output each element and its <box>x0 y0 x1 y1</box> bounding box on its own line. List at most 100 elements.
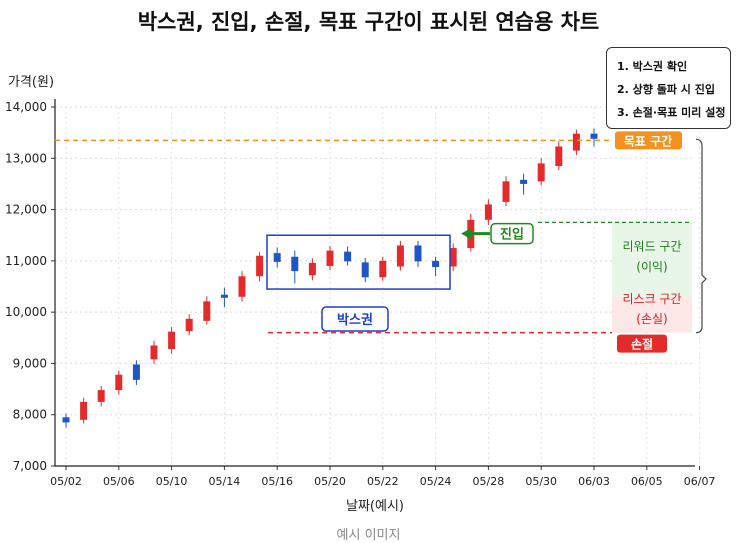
x-tick-label: 05/16 <box>261 475 293 488</box>
x-tick-label: 05/10 <box>156 475 188 488</box>
entry-label: 진입 <box>500 227 524 243</box>
candle-body <box>590 133 598 139</box>
y-tick-label: 13,000 <box>5 151 47 165</box>
candle <box>132 360 140 385</box>
candle-body <box>256 255 264 277</box>
candle-body <box>396 245 404 267</box>
candle <box>344 246 352 266</box>
candle-body <box>326 250 334 266</box>
risk-zone <box>612 296 692 333</box>
candle <box>115 370 123 395</box>
candle <box>414 240 422 268</box>
x-tick-label: 06/07 <box>684 475 716 488</box>
candle-body <box>62 417 70 423</box>
candle-body <box>238 276 246 297</box>
x-tick-label: 05/30 <box>525 475 557 488</box>
y-tick-label: 8,000 <box>13 408 47 422</box>
candle <box>308 258 316 281</box>
candle-body <box>379 260 387 278</box>
x-tick-label: 05/28 <box>473 475 505 488</box>
step-3: 3. 손절·목표 미리 설정 <box>617 106 726 119</box>
x-tick-label: 05/14 <box>209 475 241 488</box>
candle-body <box>344 251 352 262</box>
stop-label: 손절 <box>631 338 653 352</box>
y-tick-label: 11,000 <box>5 254 47 268</box>
candle-body <box>80 401 88 420</box>
candle-body <box>185 318 193 332</box>
candle <box>537 158 545 186</box>
candle-body <box>555 146 563 166</box>
candle-body <box>150 345 158 360</box>
candle <box>432 256 440 277</box>
x-axis-label: 날짜(예시) <box>346 499 404 514</box>
risk-sub-label: (손실) <box>636 312 667 326</box>
candle-body <box>115 374 123 391</box>
candle-body <box>203 301 211 321</box>
candle <box>520 173 528 195</box>
target-label: 목표 구간 <box>624 133 672 148</box>
box-badge <box>321 306 389 332</box>
candle-body <box>308 262 316 276</box>
candle-body <box>132 364 140 380</box>
candle <box>502 176 510 206</box>
candle-body <box>414 245 422 262</box>
risk-label: 리스크 구간 <box>622 292 681 306</box>
x-tick-label: 05/24 <box>420 475 452 488</box>
x-tick-label: 05/20 <box>314 475 346 488</box>
candle <box>590 128 598 147</box>
reward-risk-zones: 리워드 구간 (이익) 리스크 구간 (손실) <box>612 222 692 333</box>
reward-zone <box>612 222 692 297</box>
candle-body <box>502 181 510 202</box>
entry-badge <box>490 222 534 245</box>
candle-body <box>572 133 580 151</box>
y-tick-label: 10,000 <box>5 305 47 319</box>
candle <box>273 247 281 268</box>
x-tick-label: 05/06 <box>103 475 135 488</box>
candle <box>62 413 70 428</box>
y-tick-label: 7,000 <box>13 459 47 473</box>
candle <box>80 397 88 424</box>
candle <box>238 271 246 302</box>
candle <box>203 296 211 325</box>
candle-body <box>291 256 299 272</box>
box-range <box>266 234 451 290</box>
candles <box>62 128 598 428</box>
caption: 예시 이미지 <box>336 528 401 543</box>
zone-bracket <box>695 138 707 334</box>
x-tick-label: 06/03 <box>578 475 610 488</box>
candle-body <box>361 262 369 278</box>
y-tick-label: 12,000 <box>5 203 47 217</box>
candle-body <box>432 260 440 268</box>
candle <box>326 245 334 271</box>
candle <box>572 129 580 156</box>
entry-arrow-head <box>461 227 472 240</box>
candle <box>220 287 228 308</box>
candle <box>168 327 176 354</box>
target-badge <box>615 131 682 150</box>
steps-legend: 1. 박스권 확인 2. 상향 돌파 시 진입 3. 손절·목표 미리 설정 <box>606 47 731 129</box>
candle <box>185 314 193 336</box>
x-tick-label: 06/05 <box>631 475 663 488</box>
candle-body <box>273 253 281 262</box>
step-2: 2. 상향 돌파 시 진입 <box>617 83 715 96</box>
candle <box>379 256 387 281</box>
candle-body <box>220 294 228 298</box>
box-label: 박스권 <box>337 312 373 328</box>
candle <box>97 385 105 407</box>
y-axis-label: 가격(원) <box>8 75 54 90</box>
candle <box>256 252 264 282</box>
axes: 7,000 8,000 9,000 10,000 11,000 12,000 13,000 1… <box>5 75 715 514</box>
x-tick-label: 05/02 <box>50 475 82 488</box>
reward-sub-label: (이익) <box>636 260 667 274</box>
x-tick-label: 05/22 <box>367 475 399 488</box>
candle <box>555 141 563 171</box>
y-tick-label: 9,000 <box>13 356 47 370</box>
candle-body <box>537 163 545 182</box>
candle-body <box>168 331 176 350</box>
chart-title: 박스권, 진입, 손절, 목표 구간이 표시된 연습용 차트 <box>137 10 600 34</box>
candle <box>291 250 299 284</box>
candle-body <box>520 179 528 184</box>
candle-body <box>484 204 492 220</box>
